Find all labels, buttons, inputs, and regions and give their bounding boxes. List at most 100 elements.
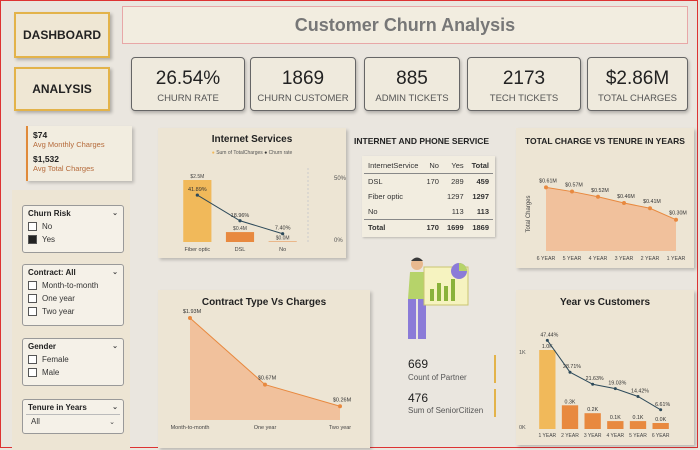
contract-option-one-year[interactable]: One year xyxy=(23,292,123,305)
x-tick-label: One year xyxy=(254,425,277,431)
dashboard-button[interactable]: DASHBOARD xyxy=(14,12,110,58)
data-point xyxy=(674,217,678,222)
bar xyxy=(561,405,579,429)
column-header[interactable]: Total xyxy=(467,158,494,174)
legend-dot-icon: ● xyxy=(264,150,268,156)
table-cell: 1297 xyxy=(472,192,490,201)
data-label: 0.0K xyxy=(655,417,666,423)
x-tick-label: No xyxy=(279,247,286,253)
checkbox-icon[interactable] xyxy=(28,222,37,231)
analyst-illustration xyxy=(408,257,469,339)
page-title: Customer Churn Analysis xyxy=(294,14,516,35)
churn-label: 21.63% xyxy=(586,376,604,382)
churn-option-no[interactable]: No xyxy=(23,220,123,233)
gender-option-male[interactable]: Male xyxy=(23,366,123,379)
area-fill xyxy=(546,187,676,251)
column-header[interactable]: Yes xyxy=(442,158,468,174)
avg-monthly-label: Avg Monthly Charges xyxy=(33,140,105,149)
kpi-churn-rate: 26.54% CHURN RATE xyxy=(131,57,245,111)
gender-option-female[interactable]: Female xyxy=(23,353,123,366)
tenure-slicer[interactable]: Tenure in Years ⌄ All ⌄ xyxy=(22,399,124,434)
table-cell: 170 xyxy=(426,177,439,186)
checkbox-icon[interactable] xyxy=(28,281,37,290)
data-label: $0.41M xyxy=(643,199,661,205)
churn-point xyxy=(659,408,663,412)
legend-label: Churn rate xyxy=(268,150,293,156)
data-point xyxy=(544,185,548,190)
kpi-label: CHURN RATE xyxy=(157,93,219,104)
churn-label: 6.61% xyxy=(655,402,670,408)
chevron-down-icon[interactable]: ⌄ xyxy=(112,343,118,350)
data-point xyxy=(263,382,267,387)
data-label: $0.46M xyxy=(617,194,635,200)
person-leg xyxy=(408,299,416,339)
table-cell: 289 xyxy=(451,177,464,186)
checkbox-icon[interactable] xyxy=(28,368,37,377)
y2-tick-label: 0% xyxy=(334,238,343,244)
kpi-label: ADMIN TICKETS xyxy=(375,93,449,104)
bar xyxy=(584,413,601,429)
option-label: Female xyxy=(42,355,69,364)
churn-label: 47.44% xyxy=(540,332,558,338)
tenure-charges-panel: TOTAL CHARGE VS TENURE IN YEARS $0.61M 6 … xyxy=(516,128,694,268)
bar xyxy=(225,232,255,242)
data-label: 0.1K xyxy=(610,415,621,421)
legend-label: Sum of TotalCharges xyxy=(216,150,263,156)
y-tick-label: 0K xyxy=(519,425,526,431)
data-label: $0.57M xyxy=(565,183,583,189)
kpi-value: 2173 xyxy=(502,68,546,89)
table-row: Fiber optic 1297 1297 xyxy=(364,189,493,204)
churn-point xyxy=(238,219,242,223)
pie-slice xyxy=(459,263,467,271)
tenure-charges-chart: $0.61M 6 YEAR $0.57M 5 YEAR $0.52M 4 YEAR $0.4… xyxy=(526,178,687,262)
internet-services-chart: 50% 0% $2.5M Fiber optic $0.4M DSL $0.0M No 41.8… xyxy=(183,168,346,253)
chevron-down-icon[interactable]: ⌄ xyxy=(112,404,118,411)
x-tick-label: Month-to-month xyxy=(171,425,210,431)
column-header[interactable]: InternetService xyxy=(364,158,423,174)
checkbox-icon[interactable] xyxy=(28,294,37,303)
chevron-down-icon[interactable]: ⌄ xyxy=(109,418,115,426)
contract-option-month[interactable]: Month-to-month xyxy=(23,279,123,292)
churn-point xyxy=(591,382,595,386)
chevron-down-icon[interactable]: ⌄ xyxy=(112,269,118,276)
chart-title: Internet Services xyxy=(211,134,293,145)
partner-label: Count of Partner xyxy=(408,373,467,382)
option-label: Yes xyxy=(42,235,56,244)
table-title: INTERNET AND PHONE SERVICE xyxy=(354,136,490,146)
bar xyxy=(652,423,669,429)
year-customers-panel: Year vs Customers 1K 0K 1.0K 1 YEAR 0.3K 2 YE… xyxy=(516,290,694,445)
analysis-button[interactable]: ANALYSIS xyxy=(14,67,110,111)
x-tick-label: 1 YEAR xyxy=(667,256,686,262)
stat-divider xyxy=(494,355,496,383)
data-point xyxy=(338,404,342,409)
data-point xyxy=(188,316,192,320)
checkbox-icon[interactable] xyxy=(28,355,37,364)
churn-risk-slicer[interactable]: Churn Risk ⌄ No Yes xyxy=(22,205,124,253)
x-tick-label: 5 YEAR xyxy=(563,256,582,262)
table-cell: 170 xyxy=(426,223,439,232)
person-shirt xyxy=(408,272,427,299)
data-label: $0.61M xyxy=(539,178,557,184)
table-row: DSL 170 289 459 xyxy=(364,174,493,190)
table-cell xyxy=(422,204,443,220)
checkbox-checked-icon[interactable] xyxy=(28,235,37,244)
gender-slicer[interactable]: Gender ⌄ Female Male xyxy=(22,338,124,386)
bar xyxy=(607,421,624,429)
board-bar xyxy=(430,289,434,301)
senior-label: Sum of SeniorCitizen xyxy=(408,406,484,415)
title-banner: Customer Churn Analysis xyxy=(122,6,688,44)
board-bar xyxy=(451,279,455,301)
chevron-down-icon[interactable]: ⌄ xyxy=(112,210,118,217)
churn-label: 28.71% xyxy=(563,364,581,370)
churn-label: 41.89% xyxy=(188,187,207,193)
data-label: $0.30M xyxy=(669,211,687,217)
checkbox-icon[interactable] xyxy=(28,307,37,316)
table-cell: 1297 xyxy=(446,192,464,201)
tenure-dropdown[interactable]: All ⌄ xyxy=(26,414,120,428)
churn-option-yes[interactable]: Yes xyxy=(23,233,123,246)
column-header[interactable]: No xyxy=(422,158,443,174)
contract-slicer[interactable]: Contract: All ⌄ Month-to-month One year T… xyxy=(22,264,124,326)
data-label: 0.3K xyxy=(565,399,576,405)
contract-option-two-year[interactable]: Two year xyxy=(23,305,123,318)
table-cell: 1869 xyxy=(472,223,490,232)
